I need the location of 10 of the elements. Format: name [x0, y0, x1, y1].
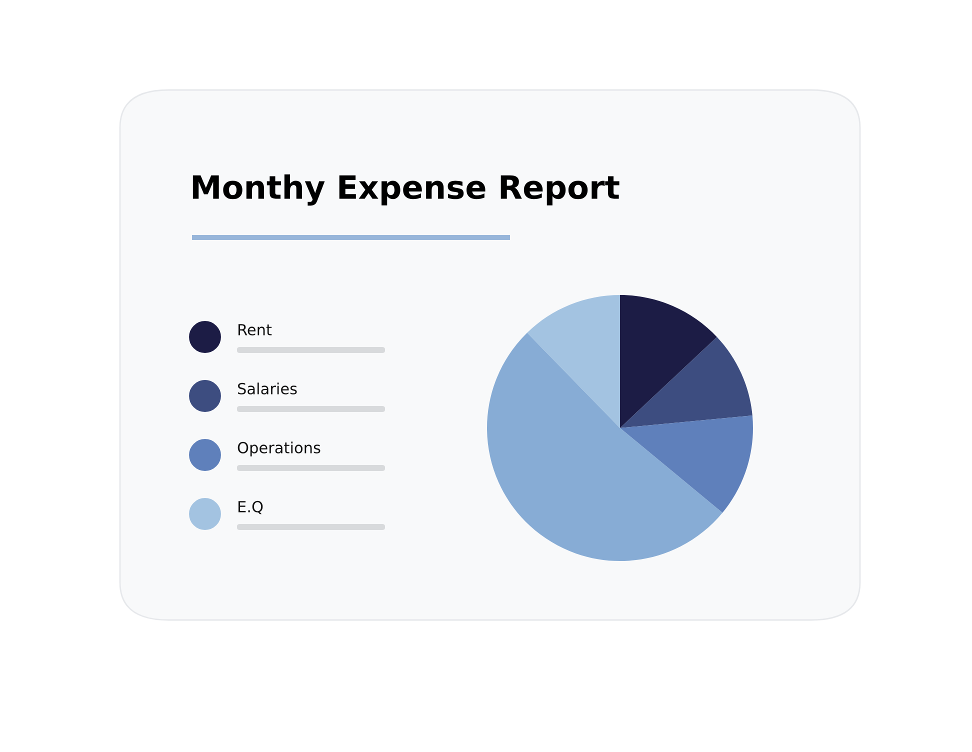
legend-label: Rent [238, 324, 272, 336]
pie-slice [487, 332, 722, 561]
legend-label: Operations [238, 442, 320, 456]
chart-title: Monthy Expense Report [192, 174, 620, 206]
pie-slice [620, 336, 752, 428]
pie-slice [527, 295, 620, 428]
legend-label: Salaries [238, 382, 297, 394]
pie-slice [620, 415, 753, 513]
legend-label: E.Q [238, 500, 263, 514]
pie-slice [620, 295, 717, 428]
